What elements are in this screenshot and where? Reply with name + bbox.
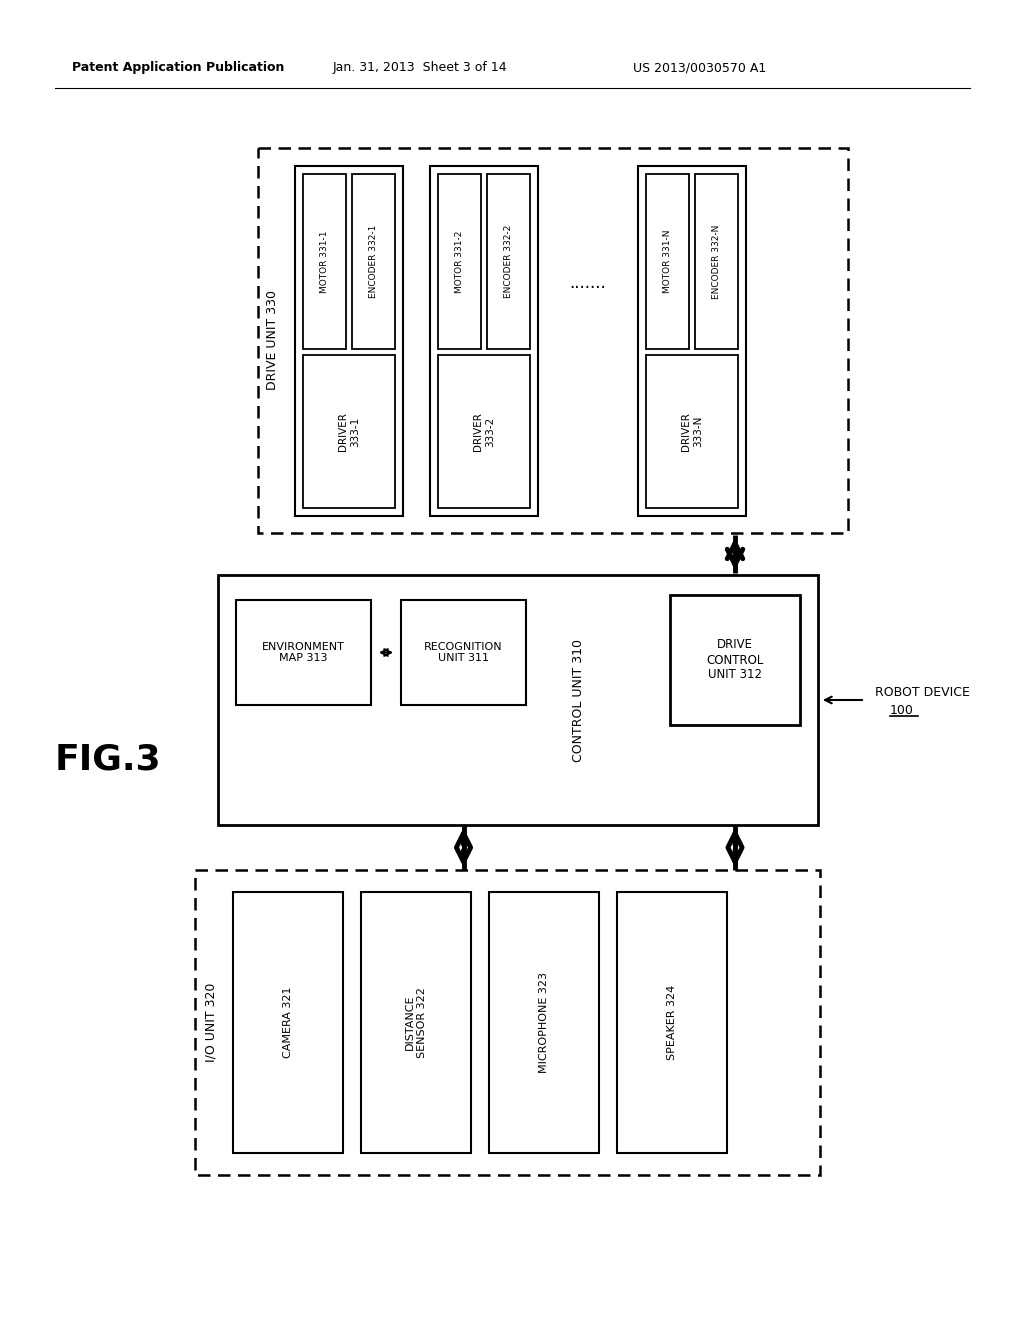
Text: 100: 100	[890, 704, 913, 717]
Bar	[195, 870, 820, 1175]
Text: US 2013/0030570 A1: US 2013/0030570 A1	[634, 62, 767, 74]
Bar	[489, 892, 599, 1152]
Bar	[438, 174, 481, 348]
Text: DRIVER
333-N: DRIVER 333-N	[681, 412, 702, 451]
Text: ENCODER 332-1: ENCODER 332-1	[369, 224, 378, 298]
Bar	[670, 595, 800, 725]
Bar	[236, 601, 371, 705]
Text: ENCODER 332-N: ENCODER 332-N	[712, 224, 721, 298]
Bar	[295, 166, 403, 516]
Bar	[303, 355, 395, 508]
Text: RECOGNITION
UNIT 311: RECOGNITION UNIT 311	[424, 642, 503, 663]
Text: DRIVE
CONTROL
UNIT 312: DRIVE CONTROL UNIT 312	[707, 639, 764, 681]
Bar	[646, 174, 689, 348]
Text: MICROPHONE 323: MICROPHONE 323	[539, 972, 549, 1073]
Bar	[617, 892, 727, 1152]
Text: DRIVER
333-2: DRIVER 333-2	[473, 412, 495, 451]
Text: ROBOT DEVICE: ROBOT DEVICE	[874, 685, 970, 698]
Text: Patent Application Publication: Patent Application Publication	[72, 62, 285, 74]
Text: CAMERA 321: CAMERA 321	[283, 987, 293, 1059]
Bar	[303, 174, 346, 348]
Text: MOTOR 331-2: MOTOR 331-2	[455, 230, 464, 293]
Bar	[352, 174, 395, 348]
Text: .......: .......	[569, 273, 606, 292]
Text: MOTOR 331-N: MOTOR 331-N	[663, 230, 672, 293]
Bar	[646, 355, 738, 508]
Text: DRIVER
333-1: DRIVER 333-1	[338, 412, 359, 451]
Text: CONTROL UNIT 310: CONTROL UNIT 310	[571, 639, 585, 762]
Text: SPEAKER 324: SPEAKER 324	[667, 985, 677, 1060]
Text: FIG.3: FIG.3	[54, 743, 162, 777]
Bar	[695, 174, 738, 348]
Bar	[258, 148, 848, 533]
Bar	[218, 576, 818, 825]
Text: ENCODER 332-2: ENCODER 332-2	[504, 224, 513, 298]
Bar	[487, 174, 530, 348]
Text: DRIVE UNIT 330: DRIVE UNIT 330	[266, 290, 280, 391]
Bar	[233, 892, 343, 1152]
Bar	[430, 166, 538, 516]
Text: MOTOR 331-1: MOTOR 331-1	[319, 230, 329, 293]
Bar	[361, 892, 471, 1152]
Text: Jan. 31, 2013  Sheet 3 of 14: Jan. 31, 2013 Sheet 3 of 14	[333, 62, 507, 74]
Bar	[438, 355, 530, 508]
Bar	[638, 166, 746, 516]
Text: ENVIRONMENT
MAP 313: ENVIRONMENT MAP 313	[262, 642, 345, 663]
Text: DISTANCE
SENSOR 322: DISTANCE SENSOR 322	[406, 987, 427, 1057]
Text: I/O UNIT 320: I/O UNIT 320	[205, 983, 217, 1063]
Bar	[401, 601, 526, 705]
